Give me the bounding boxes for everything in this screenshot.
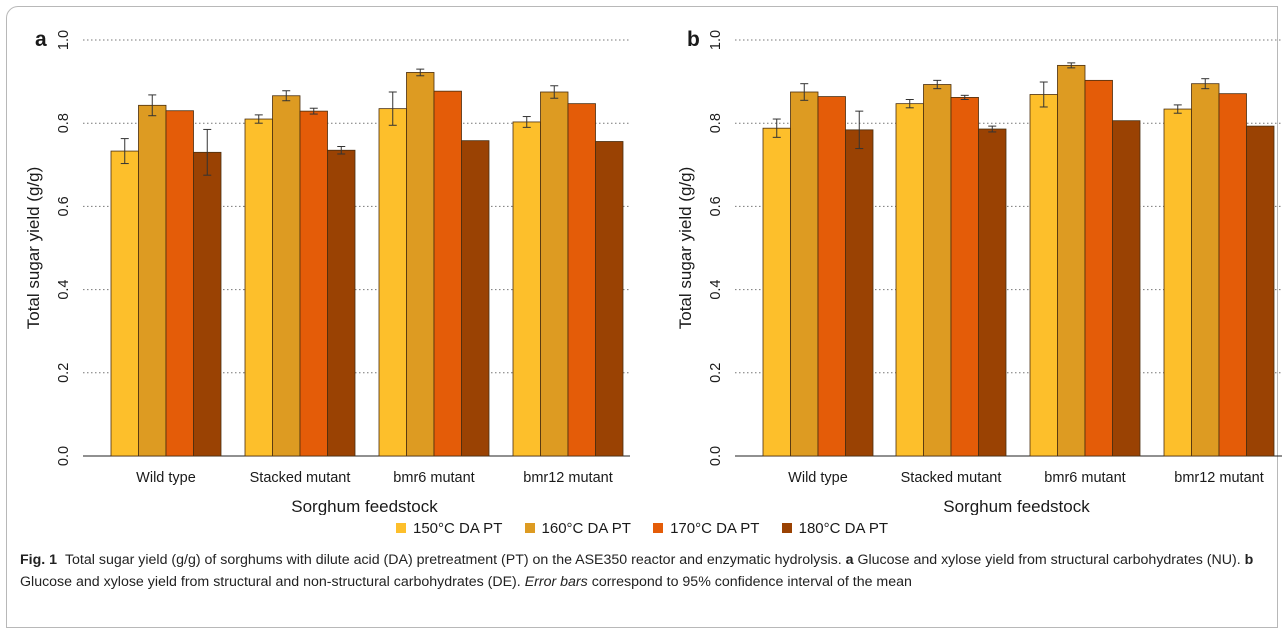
caption-italic: Error bars	[524, 574, 588, 590]
x-axis-title: Sorghum feedstock	[291, 497, 438, 515]
bar	[895, 103, 924, 457]
bar	[110, 150, 139, 457]
legend-label: 150°C DA PT	[412, 520, 503, 537]
y-axis-title: Total sugar yield (g/g)	[24, 167, 43, 330]
x-tick-label: Wild type	[788, 470, 848, 486]
legend-swatch	[524, 523, 535, 533]
caption-text: Glucose and xylose yield from structural…	[857, 552, 1241, 568]
y-tick-label: 0.2	[56, 363, 72, 383]
bar	[923, 84, 952, 457]
legend-label: 160°C DA PT	[541, 520, 631, 537]
caption-label-a: a	[845, 552, 854, 568]
caption-text: Glucose and xylose yield from structural…	[20, 574, 521, 590]
panel-label: b	[687, 28, 700, 51]
x-axis-title: Sorghum feedstock	[943, 497, 1090, 515]
y-tick-label: 1.0	[56, 30, 72, 50]
bar	[433, 90, 462, 457]
bar	[790, 91, 819, 457]
y-axis-title: Total sugar yield (g/g)	[676, 167, 695, 330]
bar	[165, 110, 194, 457]
bar	[845, 129, 874, 457]
bar	[138, 104, 167, 457]
figure-frame	[6, 6, 1278, 628]
bar	[540, 91, 569, 457]
caption-label-b: b	[1244, 552, 1254, 568]
chart-panel-b: 0.0 0.2 0.4 0.6 0.8 1.0 Total sugar yield (g/g…	[676, 28, 1282, 515]
bar	[1246, 125, 1275, 457]
y-tick-label: 0.2	[708, 363, 724, 383]
bar	[299, 110, 328, 457]
y-tick-label: 0.0	[708, 446, 724, 466]
bar	[1218, 93, 1247, 457]
x-tick-label: Stacked mutant	[901, 470, 1002, 486]
legend-swatch	[395, 523, 406, 533]
bar	[978, 128, 1007, 457]
legend-label: 180°C DA PT	[798, 520, 888, 537]
legend-item-170: 170°C DA PT	[653, 520, 759, 537]
bar	[1112, 120, 1141, 457]
caption-text: Total sugar yield (g/g) of sorghums with…	[64, 552, 842, 568]
y-tick-label: 0.6	[708, 196, 724, 216]
legend-item-180: 180°C DA PT	[781, 520, 888, 537]
bar	[378, 108, 407, 457]
bar	[244, 118, 273, 457]
caption-text: correspond to 95% confidence interval of…	[591, 574, 912, 590]
y-tick-label: 1.0	[708, 30, 724, 50]
bar	[193, 151, 222, 457]
y-tick-label: 0.4	[56, 280, 72, 300]
y-tick-label: 0.8	[56, 113, 72, 133]
x-tick-label: bmr6 mutant	[1044, 470, 1125, 486]
bar	[1191, 83, 1220, 457]
x-tick-label: Wild type	[136, 470, 196, 486]
bar	[950, 97, 979, 457]
bar	[1029, 94, 1058, 457]
legend-item-150: 150°C DA PT	[395, 520, 503, 537]
bar	[327, 149, 356, 457]
y-tick-label: 0.4	[708, 280, 724, 300]
legend: 150°C DA PT 160°C DA PT 170°C DA PT 180°…	[0, 520, 1284, 537]
figure-caption: Fig. 1 Total sugar yield (g/g) of sorghu…	[20, 549, 1268, 593]
bar	[1084, 79, 1113, 457]
legend-item-160: 160°C DA PT	[524, 520, 631, 537]
caption-fig-label: Fig. 1	[20, 552, 58, 568]
bar	[1163, 108, 1192, 457]
bar	[567, 103, 596, 457]
x-tick-label: bmr12 mutant	[1174, 470, 1263, 486]
bar	[762, 127, 791, 457]
bar	[461, 140, 490, 457]
bar	[272, 95, 301, 457]
bar-charts: 0.0 0.2 0.4 0.6 0.8 1.0 Total sugar yield (g/g…	[24, 28, 1282, 515]
y-tick-label: 0.6	[56, 196, 72, 216]
panel-label: a	[35, 28, 47, 51]
legend-label: 170°C DA PT	[670, 520, 760, 537]
legend-swatch	[653, 523, 664, 533]
x-tick-label: bmr12 mutant	[523, 470, 612, 486]
legend-swatch	[781, 523, 792, 533]
bar	[406, 72, 435, 457]
bar	[817, 96, 846, 457]
x-tick-label: bmr6 mutant	[393, 470, 474, 486]
y-tick-label: 0.0	[56, 446, 72, 466]
y-tick-label: 0.8	[708, 113, 724, 133]
bar	[512, 121, 541, 457]
x-tick-label: Stacked mutant	[250, 470, 351, 486]
chart-panel-a: 0.0 0.2 0.4 0.6 0.8 1.0 Total sugar yield (g/g…	[24, 28, 630, 515]
bar	[1057, 64, 1086, 457]
bar	[595, 141, 624, 457]
